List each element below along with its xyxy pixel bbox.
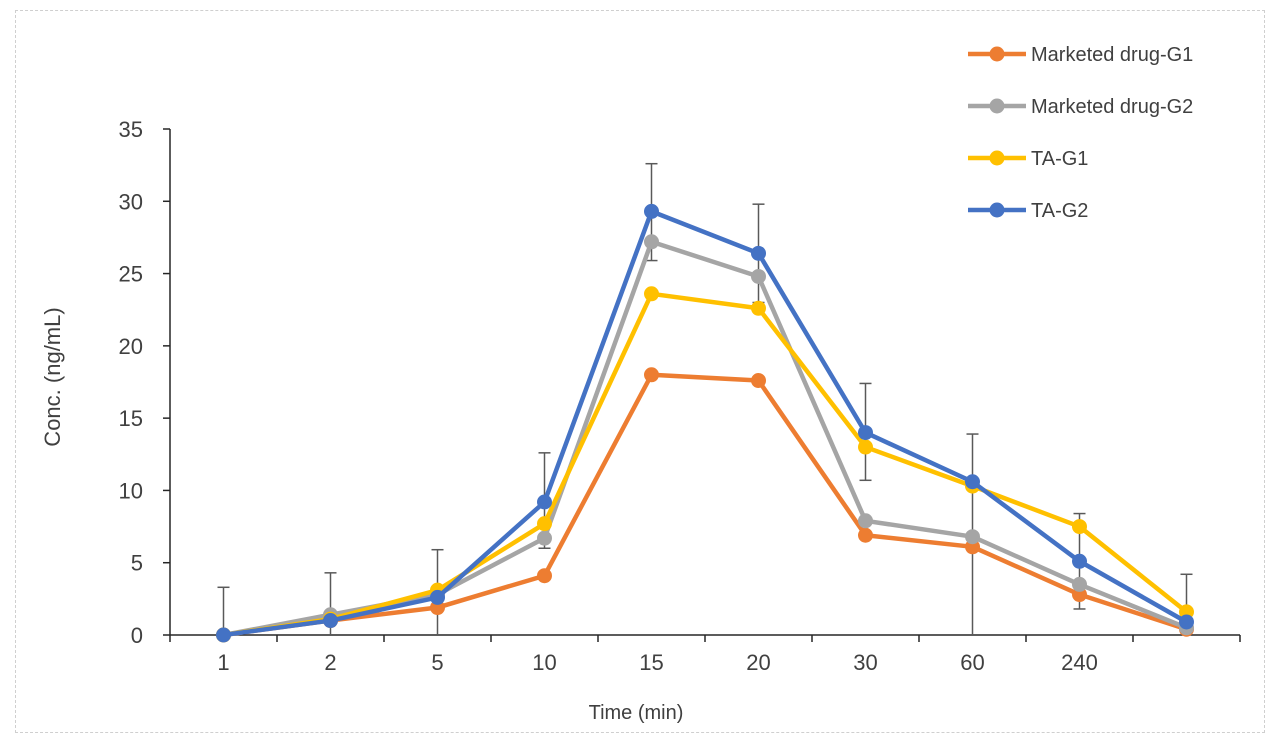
- x-tick-label: 60: [960, 650, 984, 675]
- data-point: [751, 300, 766, 316]
- data-point: [430, 589, 445, 605]
- y-tick-label: 35: [119, 117, 143, 142]
- legend: Marketed drug-G1 Marketed drug-G2 TA-G1 TA-…: [968, 44, 1193, 222]
- data-point: [323, 613, 338, 629]
- data-point: [644, 234, 659, 250]
- y-axis-label: Conc. (ng/mL): [40, 307, 65, 446]
- legend-label: Marketed drug-G2: [1031, 96, 1193, 118]
- data-point: [751, 373, 766, 389]
- chart-frame: [15, 10, 1265, 733]
- x-tick-label: 5: [431, 650, 443, 675]
- x-tick-label: 20: [746, 650, 770, 675]
- data-point: [965, 474, 980, 490]
- series-line: [223, 209, 1188, 638]
- y-tick-label: 15: [119, 406, 143, 431]
- y-tick-label: 0: [131, 623, 143, 648]
- data-point: [644, 367, 659, 383]
- data-point: [216, 627, 231, 643]
- legend-label: Marketed drug-G1: [1031, 44, 1193, 66]
- data-point: [1072, 519, 1087, 535]
- legend-marker: [989, 150, 1005, 166]
- legend-marker: [989, 202, 1005, 218]
- series-line: [223, 291, 1188, 638]
- legend-label: TA-G1: [1031, 148, 1088, 170]
- y-tick-label: 20: [119, 334, 143, 359]
- data-point: [537, 530, 552, 546]
- data-point: [644, 203, 659, 219]
- y-tick-label: 10: [119, 478, 143, 503]
- data-point: [751, 245, 766, 261]
- data-point: [1179, 614, 1194, 630]
- data-point: [858, 439, 873, 455]
- data-point: [644, 286, 659, 302]
- series-line: [223, 372, 1188, 638]
- data-point: [965, 529, 980, 545]
- data-point: [537, 516, 552, 532]
- y-tick-label: 25: [119, 262, 143, 287]
- legend-marker: [989, 98, 1005, 114]
- data-point: [1072, 576, 1087, 592]
- y-tick-label: 5: [131, 551, 143, 576]
- x-tick-label: 1: [217, 650, 229, 675]
- x-tick-label: 10: [532, 650, 556, 675]
- x-tick-label: 240: [1061, 650, 1098, 675]
- x-axis-label: Time (min): [589, 702, 684, 724]
- data-point: [537, 494, 552, 510]
- data-point: [751, 268, 766, 284]
- x-tick-label: 30: [853, 650, 877, 675]
- legend-label: TA-G2: [1031, 200, 1088, 222]
- x-tick-label: 2: [324, 650, 336, 675]
- data-point: [858, 513, 873, 529]
- y-tick-label: 30: [119, 189, 143, 214]
- x-tick-label: 15: [639, 650, 663, 675]
- legend-marker: [989, 46, 1005, 62]
- data-point: [858, 425, 873, 441]
- series-lines: [216, 203, 1194, 643]
- data-point: [537, 568, 552, 584]
- data-point: [1072, 553, 1087, 569]
- data-point: [858, 527, 873, 543]
